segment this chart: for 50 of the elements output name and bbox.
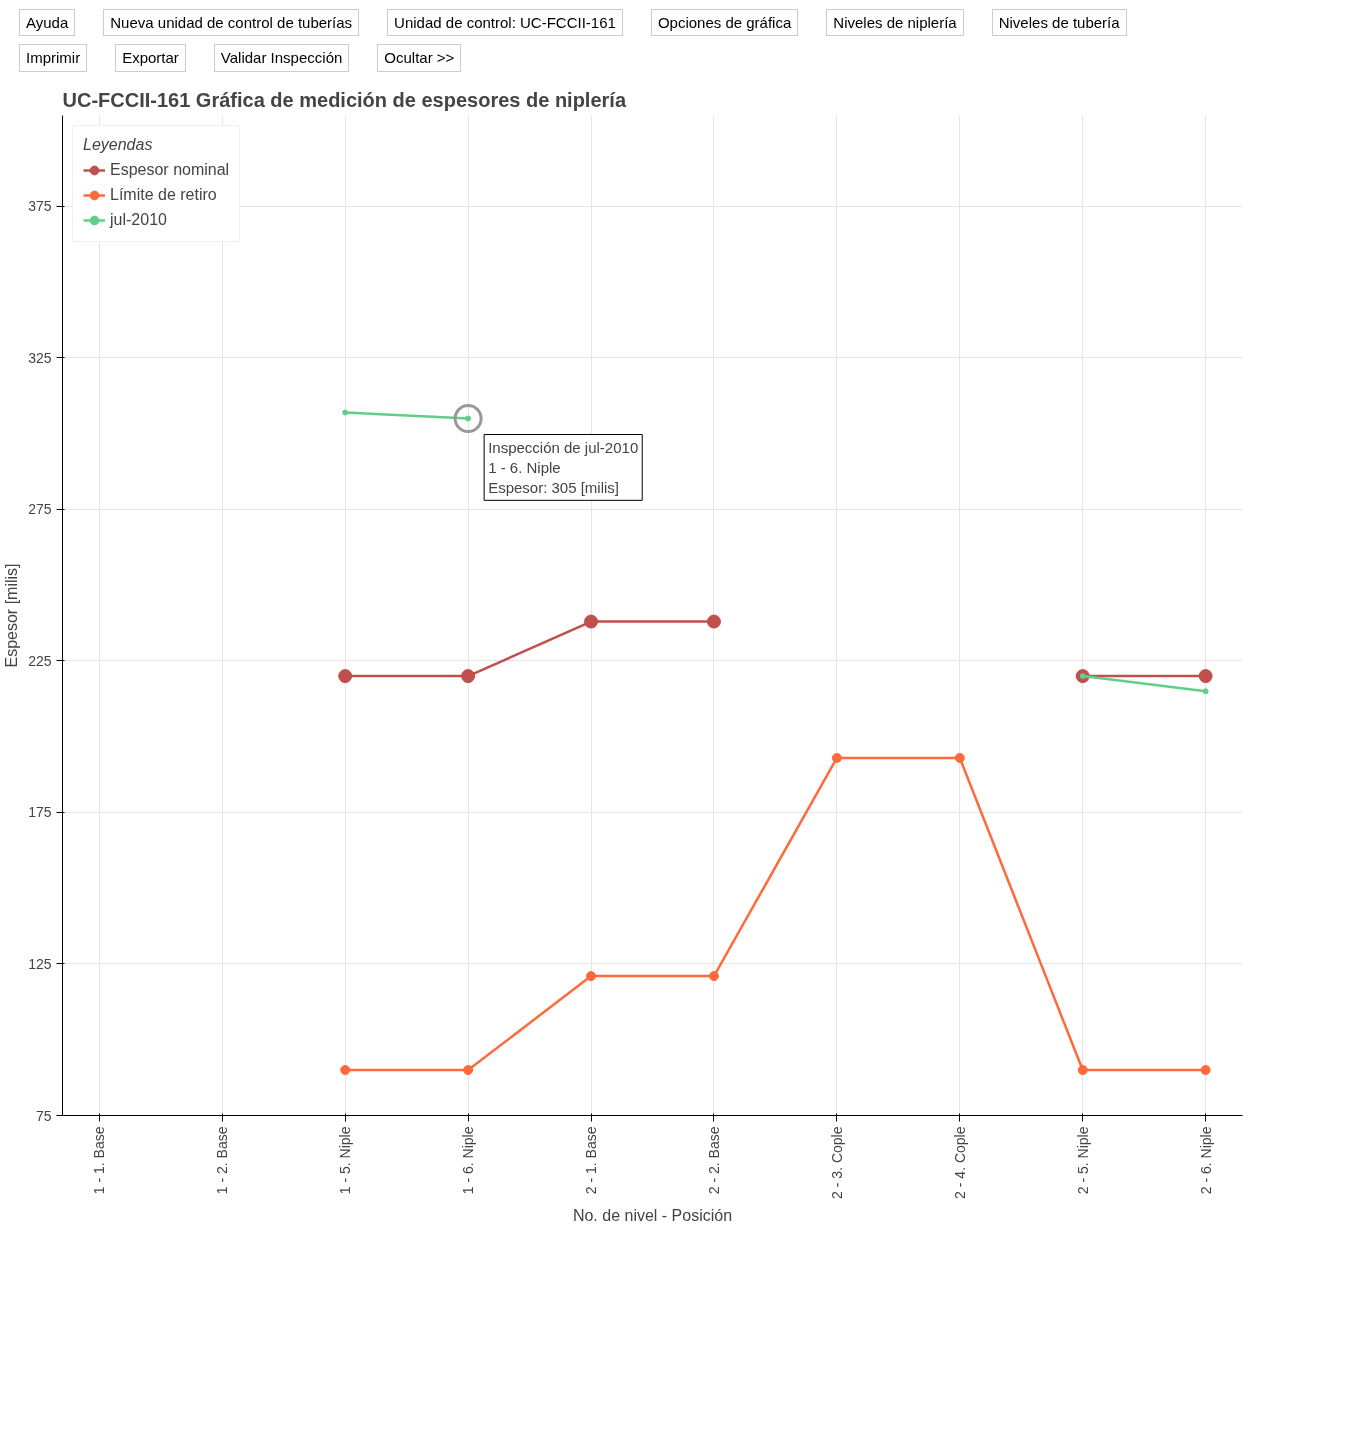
legend-label: jul-2010	[110, 210, 167, 229]
y-tick-label: 375	[28, 198, 52, 215]
y-tick-label: 275	[28, 501, 52, 518]
point	[954, 752, 965, 763]
point	[1198, 668, 1213, 683]
x-tick-label: 2 - 3. Cople	[828, 1126, 845, 1199]
point	[831, 752, 842, 763]
y-tick-label: 175	[28, 804, 52, 821]
text: Ayuda	[19, 9, 76, 37]
point	[706, 614, 721, 629]
y-tick-label: 75	[35, 1107, 52, 1124]
y-tick-label: 125	[28, 955, 52, 972]
point	[1202, 688, 1209, 695]
point	[584, 614, 599, 629]
point	[461, 668, 476, 683]
text: Niveles de niplería	[826, 9, 964, 37]
text: Validar Inspección	[213, 44, 350, 72]
text: Niveles de tubería	[991, 9, 1127, 37]
text: Ocultar >>	[377, 44, 462, 72]
point	[340, 1064, 351, 1075]
x-tick-label: 1 - 6. Niple	[460, 1126, 477, 1195]
legend-label: Espesor nominal	[110, 160, 230, 179]
y-axis-title: Espesor [milis]	[3, 563, 21, 668]
point	[586, 970, 597, 981]
x-tick-label: 1 - 2. Base	[214, 1126, 231, 1195]
point	[342, 409, 349, 416]
point	[1200, 1064, 1211, 1075]
legend-title: Leyendas	[83, 135, 154, 154]
text: Unidad de control: UC-FCCII-161	[387, 9, 623, 37]
text: Imprimir	[19, 44, 88, 72]
x-tick-label: 2 - 2. Base	[705, 1126, 722, 1195]
x-tick-label: 1 - 1. Base	[91, 1126, 108, 1195]
x-axis-title: No. de nivel - Posición	[572, 1206, 733, 1224]
text: Opciones de gráfica	[650, 9, 799, 37]
x-tick-label: 2 - 6. Niple	[1197, 1126, 1214, 1195]
point	[338, 668, 353, 683]
annotation: Inspección de jul-2010 1 - 6. Niple Espesor: 305 [milis]	[488, 438, 639, 497]
point	[708, 970, 719, 981]
x-tick-label: 2 - 4. Cople	[951, 1126, 968, 1199]
y-tick-label: 225	[28, 652, 52, 669]
y-tick-label: 325	[28, 349, 52, 366]
x-tick-label: 2 - 5. Niple	[1074, 1126, 1091, 1195]
legend-label: Límite de retiro	[110, 185, 217, 204]
chart-title: UC-FCCII-161 Gráfica de medición de espesores de niplería	[62, 88, 627, 111]
x-tick-label: 2 - 1. Base	[583, 1126, 600, 1195]
text: Exportar	[115, 44, 186, 72]
x-tick-label: 1 - 5. Niple	[337, 1126, 354, 1195]
point	[1077, 1064, 1088, 1075]
point	[463, 1064, 474, 1075]
text: Nueva unidad de control de tuberías	[103, 9, 360, 37]
